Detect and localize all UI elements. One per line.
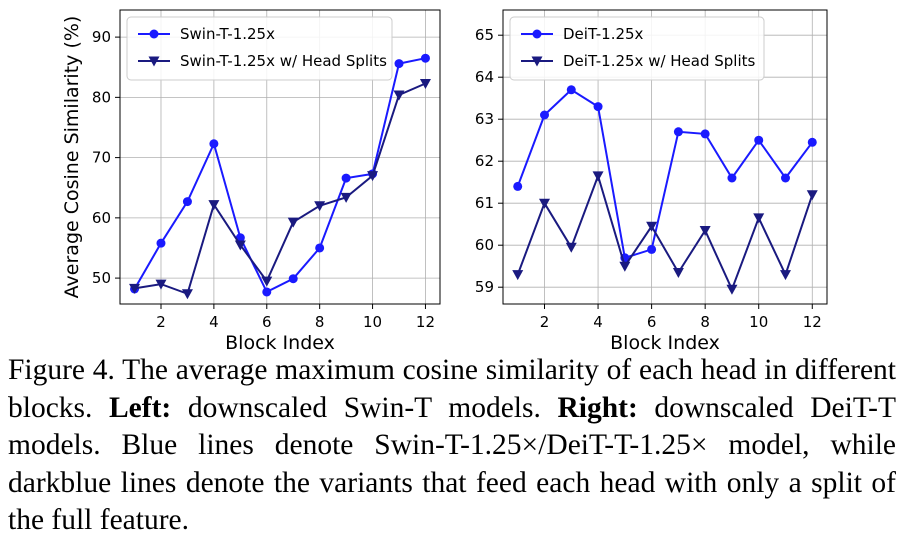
right-y-tick-label: 61: [475, 194, 494, 212]
left-plot-frame: [119, 9, 441, 305]
left-x-tick-label: 10: [363, 313, 382, 331]
left-data-point: [287, 217, 299, 228]
right-y-tick-label: 59: [475, 278, 494, 296]
left-data-point: [288, 274, 298, 284]
left-x-tick-label: 8: [315, 313, 325, 331]
left-data-point: [393, 90, 405, 101]
caption-text-1: The average maximum cosine similarity of…: [8, 354, 896, 424]
left-data-point: [129, 283, 141, 294]
left-legend-label: Swin-T-1.25x: [180, 25, 275, 43]
left-series-line-1: [133, 57, 426, 294]
left-data-point: [367, 171, 379, 182]
right-data-point: [672, 268, 684, 278]
left-x-tick-label: 6: [262, 313, 272, 331]
right-x-tick-label: 8: [700, 313, 710, 331]
right-data-point: [619, 261, 631, 272]
left-data-point: [394, 59, 404, 69]
left-data-point: [182, 197, 192, 207]
left-y-tick-label: 90: [92, 28, 111, 46]
right-data-point: [806, 190, 818, 201]
left-y-axis-label: Average Cosine Similarity (%): [61, 16, 83, 299]
right-legend-marker: [532, 29, 542, 39]
right-data-point: [647, 244, 657, 254]
right-legend-box: [509, 16, 765, 81]
right-data-point: [699, 226, 711, 236]
right-data-point: [540, 110, 550, 120]
left-data-point: [419, 79, 431, 89]
left-data-point: [181, 289, 193, 300]
right-y-tick-label: 62: [475, 152, 494, 170]
right-y-tick-label: 60: [475, 236, 494, 254]
right-data-point: [513, 181, 523, 191]
left-data-point: [155, 279, 167, 290]
left-data-point: [314, 201, 326, 212]
caption-text-3: downscaled DeiT-T models. Blue lines den…: [8, 391, 896, 537]
left-y-tick-label: 80: [92, 88, 111, 106]
figure: 2 4 6 8 10 12 50 60 70 80 90 Block Index Average Cos…: [61, 9, 828, 352]
right-data-point: [700, 129, 710, 139]
right-x-axis-label: Block Index: [610, 332, 720, 352]
left-data-point: [340, 192, 352, 203]
right-chart-panel: 2 4 6 8 10 12 59 60 61 62 63 64 65 Block Index DeiT-1.…: [475, 9, 828, 352]
right-series-line-2: [516, 172, 814, 292]
right-data-point: [807, 137, 817, 147]
left-legend-label: Swin-T-1.25x w/ Head Splits: [180, 52, 387, 70]
right-x-tick-label: 12: [803, 313, 822, 331]
left-legend-marker: [149, 29, 159, 39]
right-legend-label: DeiT-1.25x w/ Head Splits: [563, 52, 756, 70]
left-x-axis-label: Block Index: [225, 332, 335, 352]
left-x-tick-label: 2: [156, 313, 166, 331]
right-data-point: [726, 284, 738, 295]
caption-left-label: Left:: [109, 391, 172, 424]
left-data-point: [341, 173, 351, 183]
right-data-point: [753, 213, 765, 224]
right-data-point: [565, 242, 577, 253]
left-data-point: [209, 139, 219, 149]
left-chart-panel: 2 4 6 8 10 12 50 60 70 80 90 Block Index Average Cos…: [61, 9, 441, 352]
left-data-point: [315, 243, 325, 253]
left-data-point: [208, 200, 220, 211]
right-data-point: [779, 270, 791, 281]
left-data-point: [234, 240, 246, 251]
left-data-point: [262, 287, 272, 297]
left-series-line-2: [134, 82, 426, 296]
right-x-tick-label: 10: [749, 313, 768, 331]
right-legend-label: DeiT-1.25x: [563, 25, 644, 43]
right-data-point: [673, 127, 683, 137]
right-data-point: [646, 221, 658, 232]
right-data-point: [593, 102, 603, 112]
caption-label: Figure 4.: [8, 354, 115, 386]
right-y-tick-label: 63: [475, 110, 494, 128]
left-y-tick-label: 60: [92, 209, 111, 227]
right-data-point: [780, 173, 790, 183]
left-x-tick-label: 4: [209, 313, 219, 331]
right-data-point: [754, 135, 764, 145]
figure-caption: Figure 4. The average maximum cosine sim…: [8, 352, 896, 540]
caption-right-label: Right:: [557, 391, 638, 424]
right-data-point: [512, 270, 524, 281]
left-legend-marker: [148, 56, 160, 67]
right-x-tick-label: 4: [593, 313, 603, 331]
right-x-tick-label: 2: [540, 313, 550, 331]
right-legend-marker: [531, 56, 543, 67]
caption-text-2: downscaled Swin-T models.: [171, 391, 558, 424]
left-y-tick-label: 70: [92, 149, 111, 167]
right-data-point: [592, 171, 604, 182]
left-data-point: [156, 238, 166, 248]
right-y-tick-label: 65: [475, 26, 494, 44]
left-data-point: [420, 53, 430, 63]
left-x-tick-label: 12: [416, 313, 435, 331]
right-data-point: [539, 198, 551, 209]
right-x-tick-label: 6: [647, 313, 657, 331]
right-series-line-1: [516, 88, 814, 260]
right-plot-frame: [502, 9, 828, 305]
right-data-point: [566, 85, 576, 95]
left-data-point: [261, 276, 273, 287]
right-data-point: [727, 173, 737, 183]
right-y-tick-label: 64: [475, 68, 494, 86]
left-y-tick-label: 50: [92, 269, 111, 287]
left-legend-box: [126, 16, 393, 81]
